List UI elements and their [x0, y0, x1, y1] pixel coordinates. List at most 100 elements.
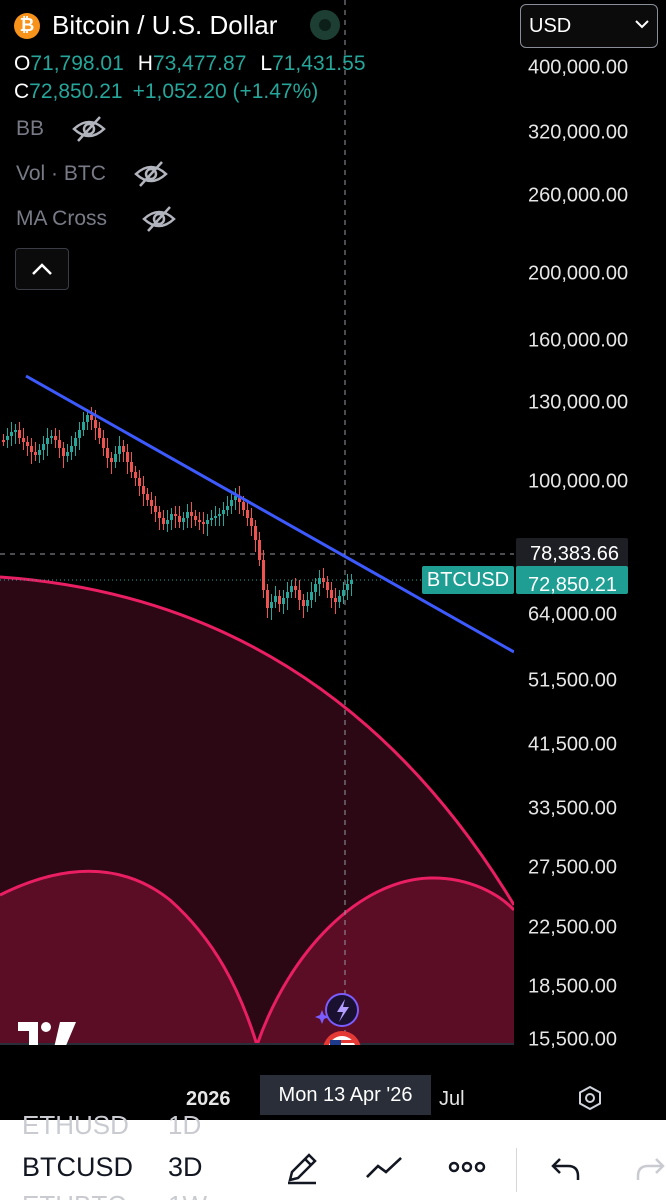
candle-body	[62, 448, 65, 456]
timeframe-picker-next[interactable]: 1W	[168, 1190, 207, 1200]
candle-body	[142, 486, 145, 494]
crosshair-date-label: Mon 13 Apr '26	[260, 1075, 431, 1115]
candle-body	[154, 506, 157, 512]
candle-body	[98, 428, 101, 438]
timeframe-picker[interactable]: 3D	[168, 1152, 203, 1182]
candle-body	[350, 580, 353, 584]
price-tick: 320,000.00	[528, 121, 629, 144]
symbol-title-row[interactable]: ₿ Bitcoin / U.S. Dollar	[14, 10, 277, 41]
candle-body	[254, 526, 257, 540]
candle-body	[246, 510, 249, 518]
candle-body	[34, 452, 37, 455]
candle-body	[134, 472, 137, 478]
price-tick: 22,500.00	[528, 916, 617, 939]
candle-body	[290, 586, 293, 592]
price-tick: 260,000.00	[528, 184, 629, 207]
study-volume[interactable]: Vol · BTC	[16, 162, 106, 186]
candle-body	[22, 438, 25, 442]
market-status-icon[interactable]	[310, 10, 340, 40]
candle-body	[190, 512, 193, 516]
candle-body	[230, 500, 233, 506]
high-label: H	[137, 52, 153, 75]
chart-canvas[interactable]	[0, 0, 514, 1045]
study-ma-cross[interactable]: MA Cross	[16, 207, 107, 231]
candle-body	[326, 582, 329, 590]
redo-icon[interactable]	[636, 1156, 666, 1182]
eye-off-icon[interactable]	[72, 114, 106, 144]
candle-body	[302, 600, 305, 606]
price-tick: 18,500.00	[528, 975, 617, 998]
candle-body	[314, 584, 317, 592]
cycle-arc-large	[0, 575, 514, 906]
high-value: 73,477.87	[152, 52, 247, 75]
candle-body	[150, 500, 153, 506]
ai-sparkle-icon[interactable]	[315, 993, 359, 1027]
candle-body	[194, 516, 197, 520]
us-flag-icon[interactable]	[323, 1031, 361, 1045]
close-label: C	[14, 80, 30, 103]
candle-body	[170, 514, 173, 520]
symbol-title[interactable]: Bitcoin / U.S. Dollar	[52, 10, 278, 40]
more-icon[interactable]	[448, 1160, 486, 1174]
candle-body	[162, 518, 165, 524]
candle-body	[50, 436, 53, 438]
candle-body	[266, 590, 269, 608]
candle-body	[202, 522, 205, 524]
chart-area[interactable]: ₿ Bitcoin / U.S. Dollar O71,798.01 H73,47…	[0, 0, 514, 1045]
price-tick: 130,000.00	[528, 391, 629, 414]
candle-body	[6, 436, 9, 440]
pencil-icon[interactable]	[284, 1150, 320, 1186]
candle-body	[174, 514, 177, 516]
currency-select[interactable]: USD	[520, 4, 658, 48]
candle-body	[138, 478, 141, 486]
price-tick: 51,500.00	[528, 669, 617, 692]
candle-body	[322, 578, 325, 582]
candle-body	[318, 578, 321, 584]
chevron-up-icon	[32, 263, 52, 275]
price-tick: 160,000.00	[528, 329, 629, 352]
timeframe-picker-prev[interactable]: 1D	[168, 1110, 202, 1140]
price-tick: 41,500.00	[528, 733, 617, 756]
candle-body	[342, 590, 345, 596]
bitcoin-logo-icon: ₿	[14, 12, 40, 39]
symbol-picker-prev[interactable]: ETHUSD	[22, 1110, 129, 1140]
candle-body	[234, 496, 237, 500]
cycle-arc-small-fill-right	[257, 877, 514, 1045]
undo-icon[interactable]	[550, 1156, 582, 1182]
price-tick: 200,000.00	[528, 262, 629, 285]
candle-body	[178, 516, 181, 522]
study-label: Vol · BTC	[16, 162, 106, 185]
candle-body	[198, 520, 201, 522]
candle-body	[310, 592, 313, 600]
candle-body	[206, 520, 209, 524]
last-price-value: 72,850.21	[528, 573, 617, 595]
drawing-tools-icon[interactable]	[364, 1154, 406, 1182]
price-tick: 27,500.00	[528, 856, 617, 879]
candle-body	[258, 540, 261, 560]
settings-hexagon-icon[interactable]	[576, 1084, 604, 1112]
candle-body	[70, 446, 73, 452]
ohlc-row-2: C72,850.21 +1,052.20 (+1.47%)	[14, 80, 318, 104]
eye-off-icon[interactable]	[142, 204, 176, 234]
trendline[interactable]	[25, 374, 514, 654]
candle-body	[86, 415, 89, 422]
crosshair-price-label: 78,383.66	[516, 538, 628, 570]
candle-body	[102, 438, 105, 448]
tradingview-logo-icon[interactable]	[18, 1022, 76, 1045]
candle-body	[270, 602, 273, 608]
candle-body	[30, 446, 33, 452]
candle-body	[94, 420, 97, 428]
time-tick-year: 2026	[186, 1088, 231, 1110]
symbol-picker[interactable]: BTCUSD	[22, 1152, 134, 1182]
candle-body	[242, 502, 245, 510]
candle-body	[306, 600, 309, 606]
candle-body	[298, 590, 301, 600]
candle-body	[18, 430, 21, 438]
candle-body	[338, 596, 341, 602]
study-bb[interactable]: BB	[16, 117, 44, 141]
symbol-picker-next[interactable]: ETHBTC	[22, 1190, 126, 1200]
cycle-arc-small-fill-left	[0, 871, 257, 1045]
candle-body	[282, 598, 285, 604]
eye-off-icon[interactable]	[134, 159, 168, 189]
collapse-legend-button[interactable]	[15, 248, 69, 290]
